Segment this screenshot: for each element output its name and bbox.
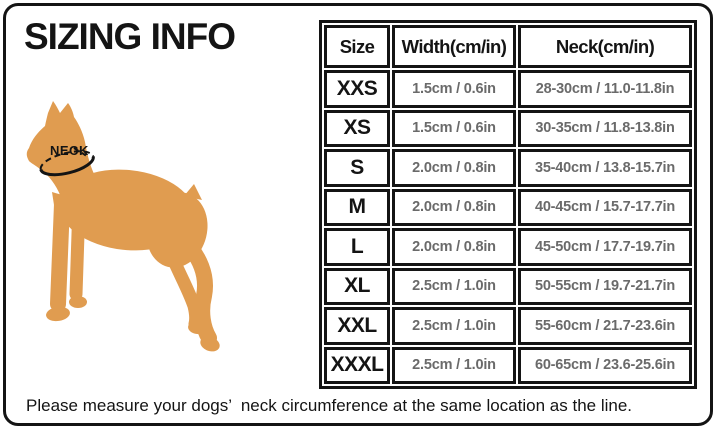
neck-cell: 28-30cm / 11.0-11.8in (518, 70, 692, 108)
size-cell: S (324, 149, 390, 187)
width-cell: 2.0cm / 0.8in (392, 149, 516, 187)
neck-leader-line (73, 147, 89, 158)
header-cell-neck: Neck(cm/in) (518, 25, 692, 68)
size-cell: L (324, 228, 390, 266)
neck-label: NECK (50, 143, 89, 158)
note-text: Please measure your dogs’ neck circumfer… (26, 396, 633, 415)
size-cell: M (324, 188, 390, 226)
neck-cell: 60-65cm / 23.6-25.6in (518, 346, 692, 384)
header-cell-width: Width(cm/in) (392, 25, 516, 68)
neck-cell: 45-50cm / 17.7-19.7in (518, 228, 692, 266)
size-table: Size Width(cm/in) Neck(cm/in) XXS 1.5cm … (319, 20, 697, 389)
dog-diagram-svg: NECK (26, 101, 220, 352)
dog-legs (50, 196, 217, 346)
neck-cell: 50-55cm / 19.7-21.7in (518, 267, 692, 305)
header-cell-size: Size (324, 25, 390, 68)
neck-cell: 30-35cm / 11.8-13.8in (518, 109, 692, 147)
size-cell: XXL (324, 307, 390, 345)
dog-illustration: NECK (12, 92, 232, 362)
page-title: SIZING INFO (24, 16, 236, 57)
size-cell: XS (324, 109, 390, 147)
width-cell: 2.5cm / 1.0in (392, 346, 516, 384)
collar-line (39, 147, 95, 177)
width-cell: 1.5cm / 0.6in (392, 109, 516, 147)
size-cell: XL (324, 267, 390, 305)
width-cell: 2.0cm / 0.8in (392, 188, 516, 226)
width-cell: 2.0cm / 0.8in (392, 228, 516, 266)
size-cell: XXS (324, 70, 390, 108)
size-cell: XXXL (324, 346, 390, 384)
neck-cell: 55-60cm / 21.7-23.6in (518, 307, 692, 345)
neck-cell: 40-45cm / 15.7-17.7in (518, 188, 692, 226)
width-cell: 2.5cm / 1.0in (392, 307, 516, 345)
width-cell: 2.5cm / 1.0in (392, 267, 516, 305)
width-cell: 1.5cm / 0.6in (392, 70, 516, 108)
neck-cell: 35-40cm / 13.8-15.7in (518, 149, 692, 187)
